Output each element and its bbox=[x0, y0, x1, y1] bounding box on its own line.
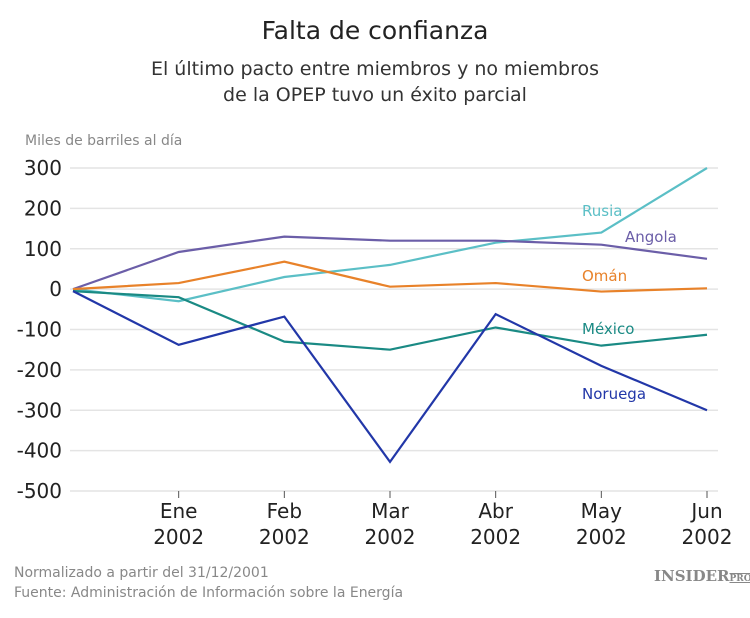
y-tick-label: -400 bbox=[17, 439, 62, 463]
x-tick-label: 2002 bbox=[682, 525, 733, 549]
y-tick-label: 300 bbox=[24, 156, 62, 180]
x-tick-label: May bbox=[581, 499, 623, 523]
x-tick-label: Ene bbox=[160, 499, 198, 523]
source: Fuente: Administración de Información so… bbox=[14, 585, 404, 601]
x-tick-label: Abr bbox=[478, 499, 513, 523]
y-tick-label: -100 bbox=[17, 318, 62, 342]
y-tick-label: -200 bbox=[17, 358, 62, 382]
chart-subtitle-line2: de la OPEP tuvo un éxito parcial bbox=[223, 84, 527, 106]
y-tick-label: 100 bbox=[24, 237, 62, 261]
x-tick-label: Jun bbox=[689, 499, 722, 523]
y-axis-label: Miles de barriles al día bbox=[25, 133, 183, 149]
x-tick-label: 2002 bbox=[576, 525, 627, 549]
series-line-rusia bbox=[72, 167, 708, 303]
y-tick-label: -300 bbox=[17, 398, 62, 422]
series-label: Noruega bbox=[582, 385, 646, 403]
x-tick-label: Mar bbox=[371, 499, 410, 523]
series-label: Omán bbox=[582, 267, 627, 285]
insider-pro-logo: INSIDERPRO bbox=[654, 567, 750, 585]
chart-title: Falta de confianza bbox=[261, 16, 489, 45]
chart-subtitle-line1: El último pacto entre miembros y no miem… bbox=[150, 58, 600, 80]
y-tick-label: 200 bbox=[24, 196, 62, 220]
series-line-noruega bbox=[72, 290, 708, 464]
x-tick-label: 2002 bbox=[259, 525, 310, 549]
y-tick-label: -500 bbox=[17, 479, 62, 503]
footnote: Normalizado a partir del 31/12/2001 bbox=[14, 565, 269, 581]
series-line-omán bbox=[72, 260, 708, 293]
x-tick-label: 2002 bbox=[153, 525, 204, 549]
series-label: Angola bbox=[625, 228, 677, 246]
series-line-méxico bbox=[72, 290, 708, 351]
series-label: México bbox=[582, 320, 634, 338]
x-tick-label: 2002 bbox=[470, 525, 521, 549]
series-line-angola bbox=[72, 235, 708, 291]
x-tick-label: 2002 bbox=[365, 525, 416, 549]
y-tick-label: 0 bbox=[49, 277, 62, 301]
series-label: Rusia bbox=[582, 202, 622, 220]
x-tick-label: Feb bbox=[267, 499, 302, 523]
